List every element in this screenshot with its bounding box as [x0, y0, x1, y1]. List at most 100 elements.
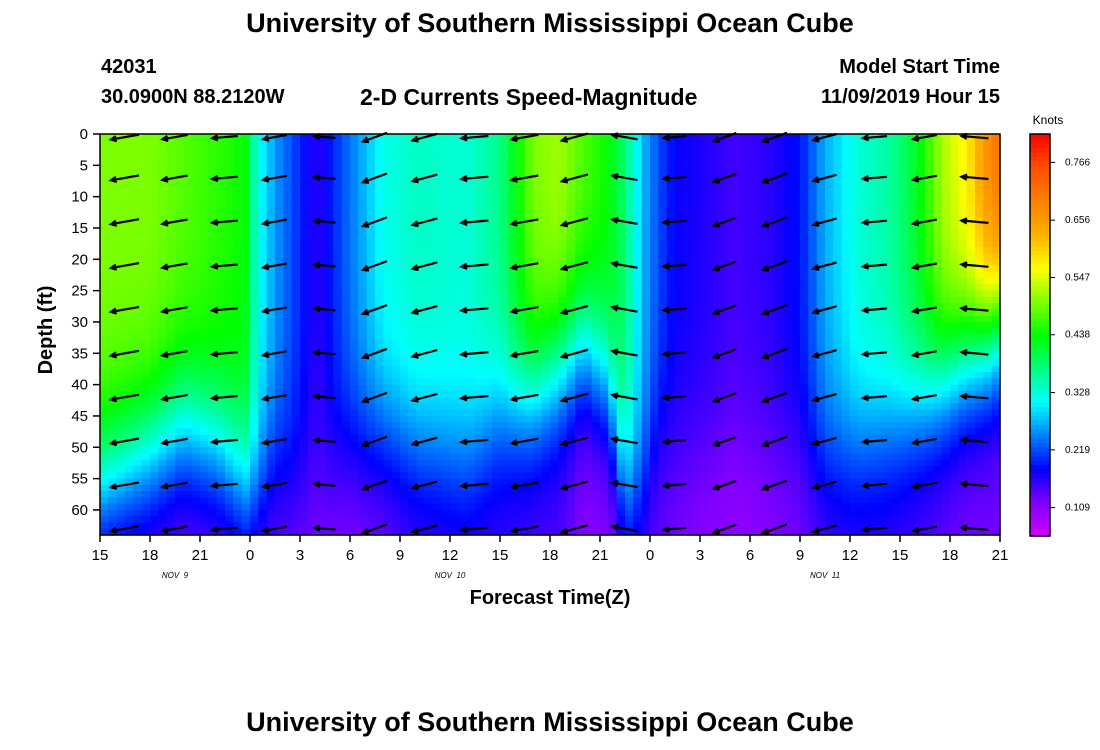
heatmap-cell — [591, 447, 601, 455]
heatmap-cell — [591, 497, 601, 505]
heatmap-cell — [733, 334, 743, 342]
heatmap-cell — [225, 146, 234, 154]
heatmap-cell — [383, 202, 393, 210]
heatmap-cell — [500, 466, 509, 473]
heatmap-cell — [258, 234, 268, 242]
heatmap-cell — [225, 171, 234, 179]
heatmap-cell — [533, 152, 543, 160]
heatmap-cell — [516, 309, 526, 317]
heatmap-cell — [241, 253, 251, 260]
heatmap-cell — [166, 202, 176, 210]
heatmap-cell — [700, 453, 709, 461]
heatmap-cell — [583, 378, 593, 386]
heatmap-cell — [625, 397, 634, 405]
heatmap-cell — [291, 491, 301, 499]
heatmap-cell — [158, 171, 168, 179]
heatmap-cell — [691, 390, 701, 398]
heatmap-cell — [225, 190, 234, 198]
heatmap-cell — [500, 227, 509, 235]
heatmap-cell — [316, 196, 326, 204]
heatmap-cell — [400, 447, 409, 455]
heatmap-cell — [541, 290, 551, 298]
heatmap-cell — [383, 296, 393, 304]
heatmap-cell — [266, 152, 276, 160]
heatmap-cell — [433, 409, 443, 417]
heatmap-cell — [208, 459, 218, 467]
heatmap-cell — [216, 202, 226, 210]
heatmap-cell — [541, 372, 551, 379]
heatmap-cell — [416, 397, 426, 405]
heatmap-cell — [483, 278, 493, 285]
heatmap-cell — [483, 165, 493, 173]
heatmap-cell — [308, 497, 318, 505]
heatmap-cell — [733, 184, 743, 191]
heatmap-cell — [658, 146, 668, 154]
heatmap-cell — [625, 259, 634, 267]
heatmap-cell — [550, 472, 559, 480]
heatmap-cell — [133, 353, 143, 361]
heatmap-cell — [550, 296, 559, 304]
heatmap-cell — [525, 441, 534, 448]
heatmap-cell — [308, 522, 318, 530]
heatmap-cell — [333, 365, 343, 373]
heatmap-cell — [216, 152, 226, 160]
heatmap-cell — [633, 315, 643, 323]
heatmap-cell — [358, 466, 368, 473]
heatmap-cell — [316, 447, 326, 455]
heatmap-cell — [508, 365, 518, 373]
heatmap-cell — [741, 503, 751, 511]
heatmap-cell — [666, 359, 676, 367]
heatmap-cell — [625, 447, 634, 455]
heatmap-cell — [450, 516, 459, 524]
heatmap-cell — [141, 409, 151, 417]
heatmap-cell — [441, 409, 451, 417]
heatmap-cell — [425, 497, 434, 505]
heatmap-cell — [325, 466, 334, 473]
heatmap-cell — [450, 165, 459, 173]
heatmap-cell — [100, 177, 109, 185]
heatmap-cell — [600, 284, 609, 292]
heatmap-cell — [550, 459, 559, 467]
heatmap-cell — [500, 397, 509, 405]
heatmap-cell — [725, 503, 734, 511]
heatmap-cell — [433, 309, 443, 317]
heatmap-cell — [475, 227, 484, 235]
heatmap-cell — [591, 397, 601, 405]
heatmap-cell — [291, 328, 301, 336]
heatmap-cell — [183, 403, 193, 411]
heatmap-cell — [516, 165, 526, 173]
heatmap-cell — [566, 491, 576, 499]
heatmap-cell — [458, 278, 468, 285]
heatmap-cell — [608, 202, 618, 210]
heatmap-cell — [666, 221, 676, 229]
heatmap-cell — [258, 347, 268, 354]
heatmap-cell — [508, 459, 518, 467]
heatmap-cell — [375, 303, 384, 311]
heatmap-cell — [666, 509, 676, 517]
heatmap-cell — [233, 415, 243, 423]
heatmap-cell — [558, 509, 568, 517]
heatmap-cell — [541, 384, 551, 392]
heatmap-cell — [600, 246, 609, 254]
heatmap-cell — [383, 196, 393, 204]
heatmap-cell — [733, 227, 743, 235]
heatmap-cell — [533, 334, 543, 342]
heatmap-cell — [575, 309, 584, 317]
heatmap-cell — [400, 259, 409, 267]
heatmap-cell — [400, 340, 409, 348]
heatmap-cell — [250, 491, 259, 499]
heatmap-cell — [391, 415, 401, 423]
heatmap-cell — [158, 227, 168, 235]
heatmap-cell — [208, 234, 218, 242]
heatmap-cell — [558, 146, 568, 154]
heatmap-cell — [416, 271, 426, 279]
heatmap-cell — [600, 453, 609, 461]
heatmap-cell — [658, 215, 668, 223]
heatmap-cell — [416, 447, 426, 455]
heatmap-cell — [650, 171, 659, 179]
heatmap-cell — [408, 246, 418, 254]
heatmap-cell — [291, 290, 301, 298]
heatmap-cell — [358, 384, 368, 392]
heatmap-cell — [333, 415, 343, 423]
heatmap-cell — [216, 478, 226, 486]
